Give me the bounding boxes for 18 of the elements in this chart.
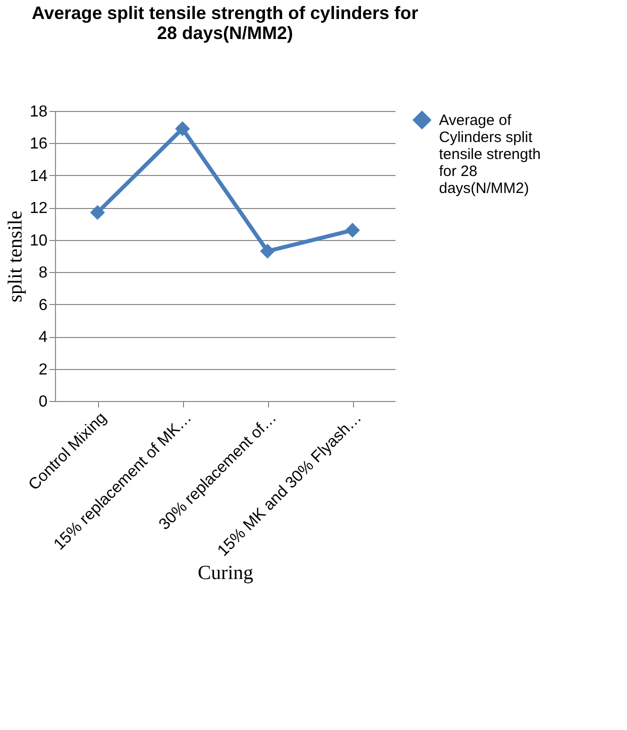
y-tick-label: 12	[30, 200, 48, 218]
y-tick-label: 14	[30, 168, 48, 185]
y-tick-label: 10	[30, 232, 48, 250]
point	[260, 244, 275, 259]
y-tick-label: 16	[30, 136, 48, 153]
y-tick-label: 18	[30, 104, 48, 120]
legend-label: Average of Cylinders split tensile strength for 28 days(N/MM2)	[439, 112, 541, 197]
y-tick-label: 2	[38, 361, 48, 378]
y-tick-label: 0	[38, 394, 48, 410]
y-tick-label: 8	[38, 264, 48, 282]
chart-title: Average split tensile strength of cylinders for 28 days(N/MM2)	[32, 3, 418, 43]
point	[175, 121, 190, 136]
point	[345, 222, 360, 238]
point	[90, 205, 105, 220]
y-tick-label: 4	[38, 329, 48, 346]
x-axis-title: Curing	[198, 562, 254, 584]
y-tick-label: 6	[38, 296, 48, 314]
y-axis-title: split tensile	[4, 210, 27, 302]
